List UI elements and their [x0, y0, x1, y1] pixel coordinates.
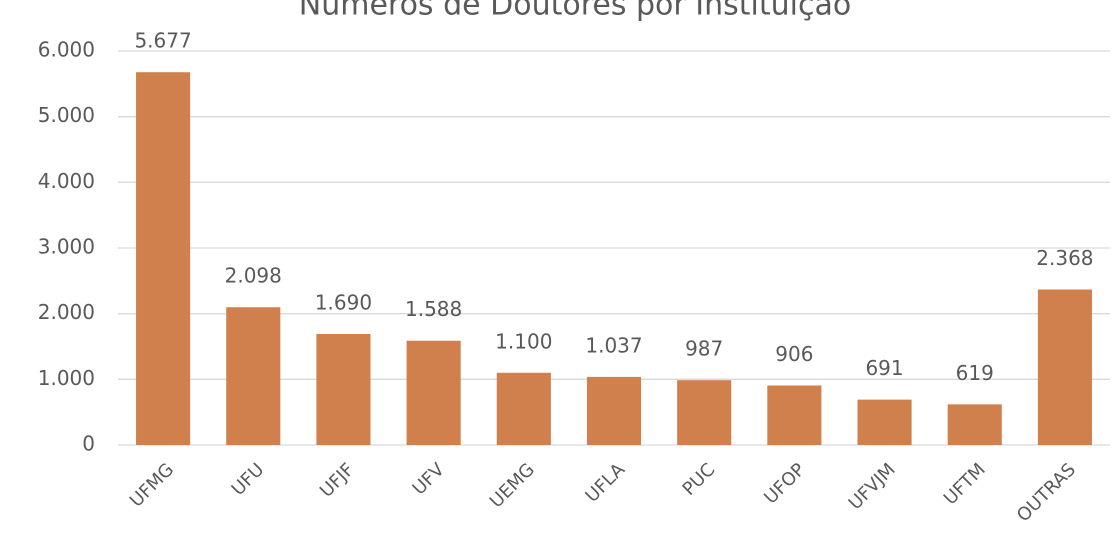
x-tick-label: UFMG — [126, 459, 178, 511]
y-tick-label: 6.000 — [38, 38, 95, 62]
bar — [947, 404, 1002, 445]
x-tick-label: UFVJM — [845, 459, 900, 514]
chart-title: Números de Doutores por Instituição — [299, 0, 851, 23]
data-label: 2.098 — [225, 264, 282, 288]
bar — [406, 340, 461, 445]
bar — [136, 72, 191, 446]
x-tick-label: UFLA — [581, 459, 629, 507]
data-label: 2.368 — [1036, 246, 1093, 270]
data-label: 1.100 — [495, 329, 552, 353]
bar — [1037, 289, 1092, 445]
bar — [226, 307, 281, 445]
data-label: 906 — [775, 342, 813, 366]
x-tick-label: OUTRAS — [1013, 459, 1080, 526]
x-tick-label: UFOP — [760, 459, 809, 508]
data-label: 5.677 — [134, 29, 191, 53]
data-label: 1.690 — [315, 291, 372, 315]
x-tick-label: UEMG — [486, 459, 539, 512]
y-tick-label: 0 — [82, 432, 95, 456]
bar — [586, 376, 642, 445]
bar — [857, 399, 912, 445]
x-tick-label: UFU — [228, 459, 269, 500]
y-tick-label: 5.000 — [38, 103, 95, 127]
data-label: 691 — [865, 356, 903, 380]
bar — [496, 372, 551, 445]
x-tick-label: UFV — [409, 459, 450, 500]
data-label: 1.037 — [585, 333, 642, 357]
data-label: 1.588 — [405, 297, 462, 321]
bar — [677, 380, 732, 445]
y-tick-label: 3.000 — [38, 235, 95, 259]
bar — [316, 334, 371, 445]
data-label: 987 — [685, 337, 723, 361]
x-tick-label: PUC — [679, 459, 720, 500]
x-tick-label: UFTM — [940, 459, 990, 509]
bar — [767, 385, 822, 445]
y-tick-label: 2.000 — [38, 300, 95, 324]
y-tick-label: 4.000 — [38, 169, 95, 193]
data-label: 619 — [956, 361, 994, 385]
x-tick-label: UFJF — [316, 459, 359, 502]
y-tick-label: 1.000 — [38, 366, 95, 390]
